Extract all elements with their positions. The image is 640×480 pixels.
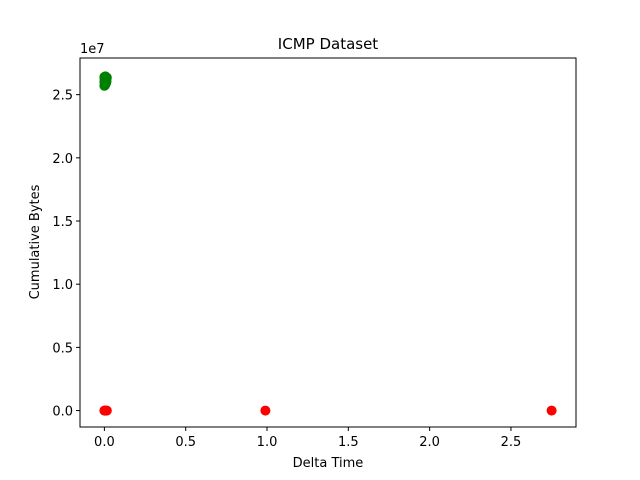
plot-area [99, 71, 557, 416]
data-point-series0-14 [99, 73, 110, 84]
x-axis-label: Delta Time [293, 456, 364, 471]
y-tick-label: 0.0 [52, 405, 73, 420]
data-point-series1-5 [260, 405, 271, 416]
x-tick-label: 1.5 [338, 435, 359, 450]
y-axis-offset-label: 1e7 [80, 42, 105, 57]
y-tick-label: 2.5 [52, 89, 73, 104]
chart-title: ICMP Dataset [278, 35, 379, 53]
y-axis-ticks: 0.0 0.5 1.0 1.5 2.0 2.5 [52, 89, 80, 420]
data-point-series1-4 [99, 405, 110, 416]
data-point-series1-6 [546, 405, 557, 416]
y-tick-label: 1.5 [52, 215, 73, 230]
x-tick-label: 0.0 [94, 435, 115, 450]
y-tick-label: 0.5 [52, 341, 73, 356]
y-tick-label: 2.0 [52, 152, 73, 167]
x-tick-label: 2.0 [419, 435, 440, 450]
x-tick-label: 1.0 [257, 435, 278, 450]
x-axis-ticks: 0.0 0.5 1.0 1.5 2.0 2.5 [94, 427, 521, 450]
y-tick-label: 1.0 [52, 278, 73, 293]
y-axis-label: Cumulative Bytes [28, 184, 43, 299]
x-tick-label: 0.5 [175, 435, 196, 450]
x-tick-label: 2.5 [501, 435, 522, 450]
axes-frame [79, 57, 577, 428]
